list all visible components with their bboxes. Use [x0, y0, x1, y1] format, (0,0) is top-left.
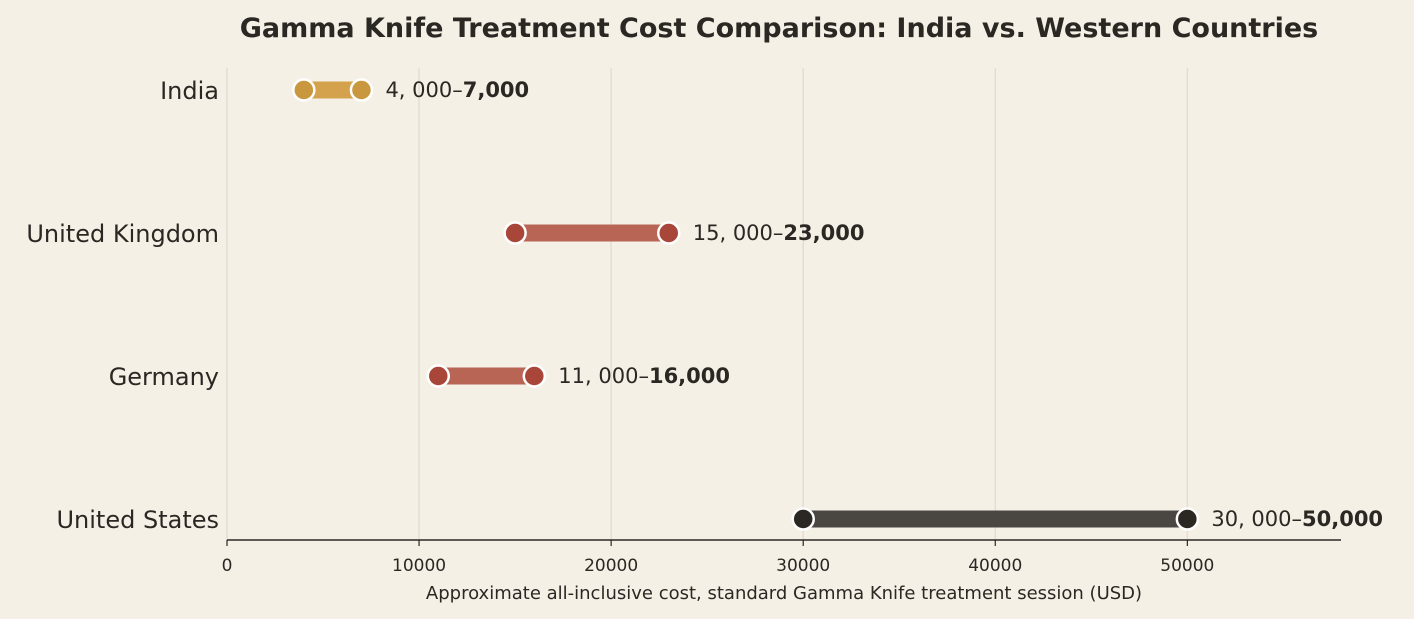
high-point — [657, 221, 681, 245]
low-point — [426, 364, 451, 388]
low-point — [791, 507, 815, 531]
high-point — [522, 364, 547, 388]
category-label: United Kingdom — [26, 220, 219, 248]
category-labels: India United Kingdom Germany United States — [26, 77, 219, 534]
range-label-low: 4, 000– — [385, 78, 462, 102]
dumbbells: 4, 000–7,000 15, 000–23,000 11, 000–16,000… — [292, 78, 1383, 531]
range-label-high: 7,000 — [463, 78, 529, 102]
tick-label: 20000 — [584, 556, 638, 576]
x-axis-label: Approximate all-inclusive cost, standard… — [426, 583, 1142, 604]
range-label-high: 23,000 — [783, 221, 864, 245]
range-label-high: 50,000 — [1302, 507, 1383, 531]
tick-label: 0 — [222, 556, 233, 576]
range-label: 11, 000–16,000 — [558, 364, 730, 388]
chart-title: Gamma Knife Treatment Cost Comparison: I… — [240, 13, 1319, 44]
range-label-low: 11, 000– — [558, 364, 649, 388]
range-label: 4, 000–7,000 — [385, 78, 529, 102]
range-label-low: 30, 000– — [1211, 507, 1302, 531]
dumbbell-row: 30, 000–50,000 — [791, 507, 1383, 531]
tick-label: 30000 — [776, 556, 830, 576]
dumbbell-row: 15, 000–23,000 — [503, 221, 865, 245]
tick-label: 50000 — [1160, 556, 1214, 576]
tick-label: 40000 — [968, 556, 1022, 576]
dumbbell-row: 4, 000–7,000 — [292, 78, 529, 102]
range-label: 30, 000–50,000 — [1211, 507, 1383, 531]
category-label: Germany — [109, 363, 219, 391]
low-point — [292, 78, 316, 102]
grid — [226, 68, 1189, 540]
high-point — [1175, 507, 1200, 531]
dumbbell-row: 11, 000–16,000 — [426, 364, 730, 388]
range-label-high: 16,000 — [649, 364, 730, 388]
x-ticks: 0 10000 20000 30000 40000 50000 — [222, 540, 1214, 576]
category-label: United States — [56, 506, 219, 534]
low-point — [503, 221, 527, 245]
high-point — [349, 78, 374, 102]
category-label: India — [160, 77, 219, 105]
tick-label: 10000 — [392, 556, 446, 576]
range-label-low: 15, 000– — [693, 221, 784, 245]
range-label: 15, 000–23,000 — [693, 221, 865, 245]
